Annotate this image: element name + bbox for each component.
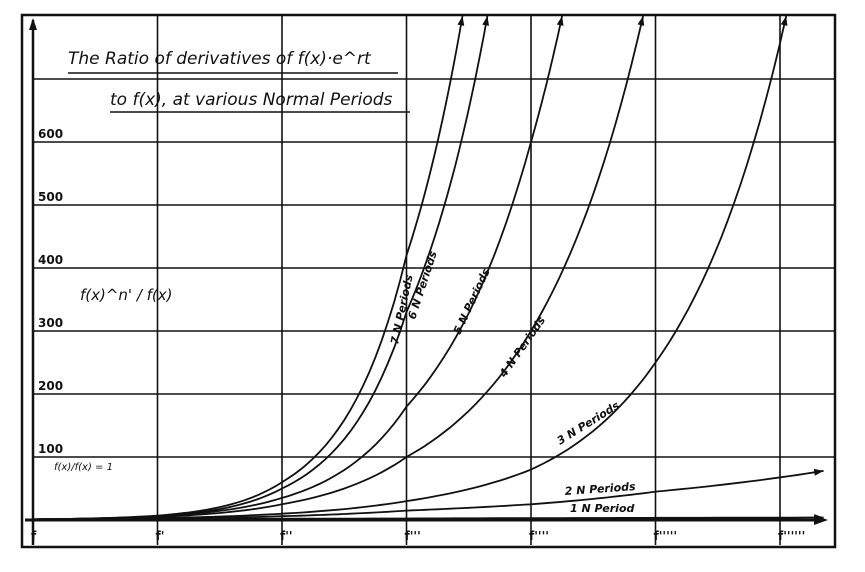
- series-label: 1 N Period: [570, 502, 634, 515]
- annotation: f(x)/f(x) = 1: [54, 462, 113, 473]
- y-tick-label: 500: [38, 190, 63, 204]
- arrowhead-icon: [482, 16, 490, 26]
- y-tick-label: 600: [38, 127, 63, 141]
- y-axis-arrow-icon: [29, 18, 37, 30]
- title-line-1: The Ratio of derivatives of f(x)·e^rt: [68, 49, 372, 69]
- y-tick-labels: 100 200 300 400 500 600: [38, 127, 63, 456]
- x-tick-label: f''''': [654, 529, 678, 543]
- series-label: 2 N Periods: [564, 480, 636, 498]
- series-label: 3 N Periods: [555, 399, 622, 448]
- x-tick-label: f'''''': [778, 529, 805, 543]
- y-tick-label: 300: [38, 316, 63, 330]
- x-tick-labels: f f' f'' f''' f'''' f''''' f'''''': [31, 529, 805, 543]
- series-label: 4 N Periods: [496, 314, 548, 381]
- x-tick-label: f'''': [529, 529, 549, 543]
- axes: [25, 18, 828, 545]
- title-line-2: to f(x), at various Normal Periods: [110, 90, 393, 110]
- x-axis-arrow-icon: [814, 515, 828, 525]
- arrowhead-icon: [457, 16, 465, 26]
- chart-frame: [20, 13, 837, 549]
- y-axis-label: f(x)^n' / f(x): [80, 286, 173, 304]
- x-tick-label: f'': [280, 529, 293, 543]
- series-line: [32, 470, 824, 521]
- series-label: 5 N Periods: [451, 266, 493, 336]
- x-tick-label: f: [31, 529, 37, 543]
- chart-title: The Ratio of derivatives of f(x)·e^rt to…: [68, 49, 410, 113]
- y-tick-label: 100: [38, 442, 63, 456]
- arrowhead-icon: [556, 16, 564, 26]
- arrowhead-icon: [813, 468, 824, 476]
- arrowhead-icon: [780, 16, 788, 26]
- arrowhead-icon: [637, 16, 645, 26]
- x-tick-label: f': [156, 529, 165, 543]
- y-tick-label: 400: [38, 253, 63, 267]
- x-tick-label: f''': [405, 529, 421, 543]
- y-tick-label: 200: [38, 379, 63, 393]
